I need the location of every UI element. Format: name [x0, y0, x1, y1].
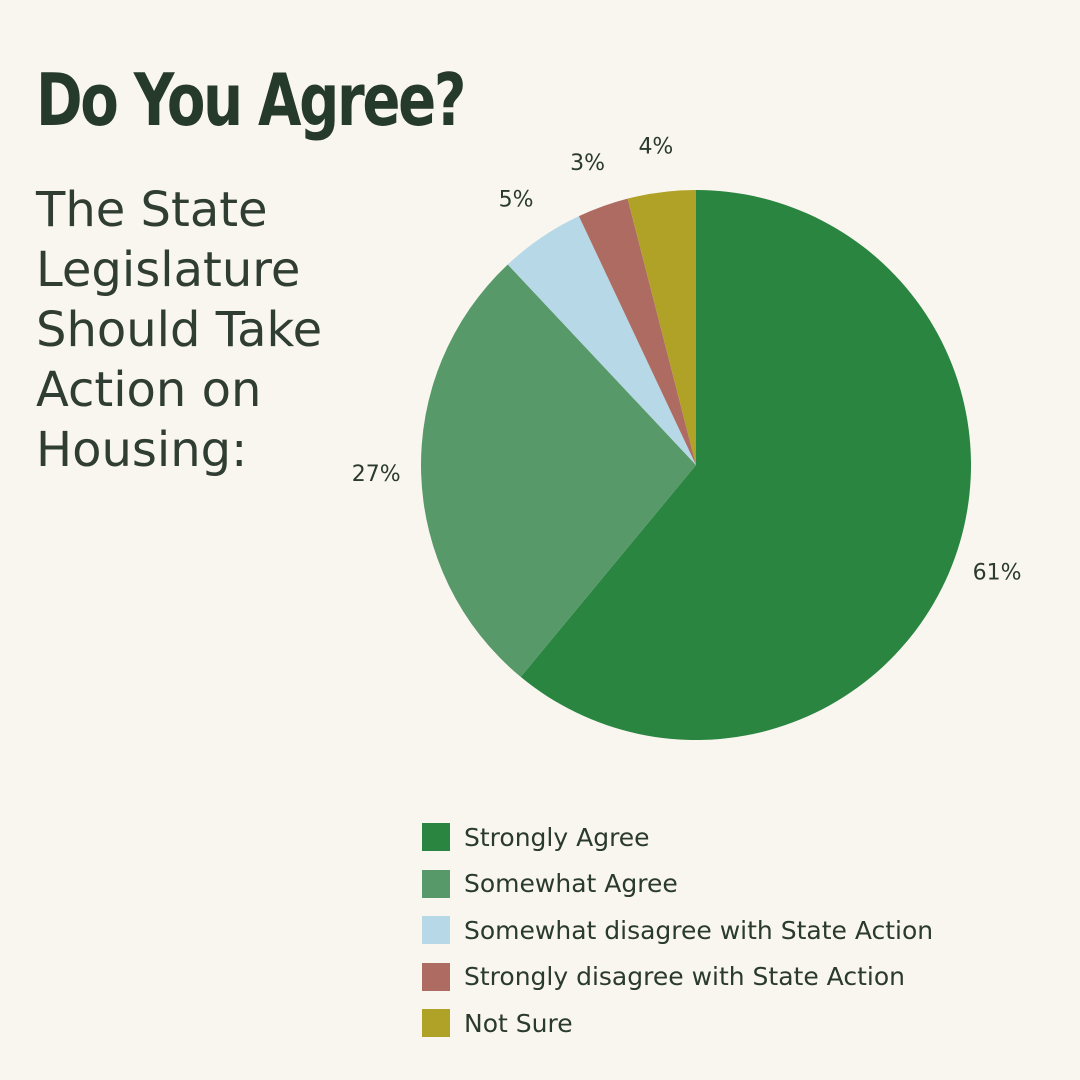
- pie-slice-somewhat-disagree-with-state-action: [507, 216, 696, 465]
- legend-item-somewhat-disagree-with-state-action: Somewhat disagree with State Action: [422, 907, 933, 954]
- pie-slice-strongly-disagree-with-state-action: [578, 198, 696, 465]
- pie-slice-not-sure: [627, 190, 696, 465]
- pie-slice-somewhat-agree: [420, 264, 696, 677]
- legend-swatch: [422, 916, 450, 945]
- pie-chart: 61% 27% 5% 3% 4%: [352, 135, 1022, 740]
- legend-item-strongly-agree: Strongly Agree: [422, 814, 933, 861]
- slice-label-somewhat-disagree-with-state-action: 5%: [499, 187, 534, 212]
- legend-item-somewhat-agree: Somewhat Agree: [422, 861, 933, 908]
- legend-label: Somewhat disagree with State Action: [464, 915, 934, 945]
- legend-swatch: [422, 1009, 450, 1038]
- slice-label-strongly-disagree-with-state-action: 3%: [570, 151, 605, 176]
- legend-swatch: [422, 869, 450, 898]
- legend-item-strongly-disagree-with-state-action: Strongly disagree with State Action: [422, 954, 933, 1001]
- legend-item-not-sure: Not Sure: [422, 1000, 933, 1047]
- slice-label-strongly-agree: 61%: [973, 560, 1022, 585]
- page-title: Do You Agree?: [36, 58, 466, 142]
- chart-subtitle: The State Legislature Should Take Action…: [36, 182, 323, 478]
- legend-swatch: [422, 823, 450, 852]
- legend-label: Not Sure: [464, 1008, 573, 1038]
- legend-label: Strongly Agree: [464, 822, 650, 852]
- slice-label-not-sure: 4%: [638, 135, 673, 160]
- chart-legend: Strongly Agree Somewhat Agree Somewhat dis…: [422, 814, 933, 1047]
- slice-label-somewhat-agree: 27%: [352, 462, 401, 487]
- legend-swatch: [422, 962, 450, 991]
- pie-slice-strongly-agree: [520, 190, 971, 740]
- legend-label: Strongly disagree with State Action: [464, 962, 905, 992]
- legend-label: Somewhat Agree: [464, 869, 678, 899]
